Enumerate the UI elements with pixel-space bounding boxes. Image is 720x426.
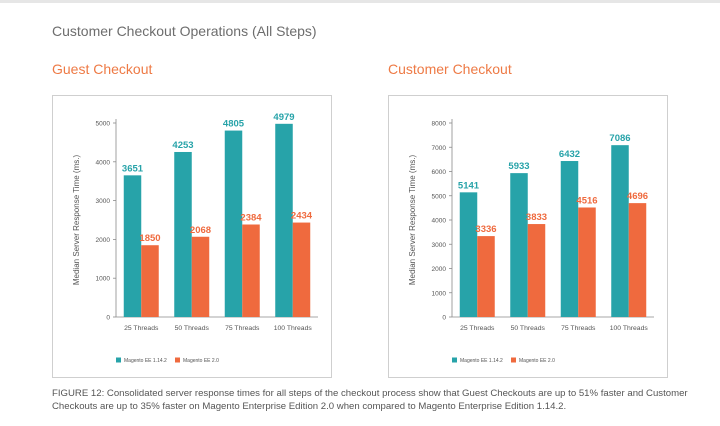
page-title: Customer Checkout Operations (All Steps) <box>52 23 317 39</box>
y-tick-label: 2000 <box>432 266 447 273</box>
bar-ee-1-14-2 <box>611 145 629 317</box>
bar-ee-2-0 <box>242 224 260 317</box>
y-tick-label: 0 <box>106 315 110 322</box>
legend-label: Magento EE 2.0 <box>183 358 219 364</box>
bar-ee-2-0 <box>578 207 596 317</box>
x-tick-label: 100 Threads <box>610 325 649 332</box>
data-label: 3651 <box>122 163 144 174</box>
y-tick-label: 5000 <box>96 121 111 128</box>
data-label: 4696 <box>627 191 648 202</box>
x-tick-label: 50 Threads <box>511 325 546 332</box>
legend-swatch <box>511 357 516 363</box>
bar-ee-1-14-2 <box>275 123 293 317</box>
y-tick-label: 4000 <box>96 159 111 166</box>
bar-ee-1-14-2 <box>174 151 192 317</box>
x-tick-label: 25 Threads <box>460 325 495 332</box>
bar-ee-2-0 <box>292 222 311 317</box>
data-label: 4979 <box>273 112 294 123</box>
customer-checkout-chart-svg: 0 1000 2000 3000 4000 5000 6000 7000 8000 Median … <box>408 119 654 364</box>
y-tick-label: 3000 <box>96 198 111 205</box>
data-label: 3833 <box>526 212 547 223</box>
y-tick-label: 1000 <box>96 276 111 283</box>
y-tick-label: 6000 <box>432 169 447 176</box>
data-label: 2068 <box>190 225 211 236</box>
bar-ee-2-0 <box>527 224 546 317</box>
y-axis-title: Median Server Response Time (ms.) <box>408 155 417 286</box>
legend-label: Magento EE 1.14.2 <box>124 358 167 364</box>
data-label: 7086 <box>609 133 630 144</box>
guest-checkout-chart-title: Guest Checkout <box>52 61 153 77</box>
bar-ee-1-14-2 <box>224 130 243 317</box>
bar-ee-2-0 <box>141 245 159 317</box>
data-label: 5141 <box>458 180 480 191</box>
data-label: 5933 <box>508 161 529 172</box>
data-label: 2434 <box>291 211 313 222</box>
x-tick-label: 75 Threads <box>561 325 596 332</box>
y-tick-label: 1000 <box>432 290 447 297</box>
y-tick-label: 4000 <box>432 218 447 225</box>
bar-ee-1-14-2 <box>560 161 579 317</box>
legend-swatch <box>452 357 457 363</box>
y-tick-label: 8000 <box>432 121 447 128</box>
top-divider <box>0 0 720 3</box>
bar-ee-1-14-2 <box>459 192 478 317</box>
data-label: 3336 <box>475 224 496 235</box>
x-tick-label: 75 Threads <box>225 325 260 332</box>
y-tick-label: 3000 <box>432 242 447 249</box>
bar-ee-2-0 <box>191 236 210 317</box>
data-label: 4253 <box>172 140 193 151</box>
x-tick-label: 50 Threads <box>175 325 210 332</box>
bar-ee-2-0 <box>477 236 495 317</box>
figure-caption: FIGURE 12: Consolidated server response … <box>52 388 688 412</box>
data-label: 4516 <box>576 195 597 206</box>
y-tick-label: 0 <box>442 315 446 322</box>
x-tick-label: 25 Threads <box>124 325 159 332</box>
data-label: 6432 <box>559 149 580 160</box>
y-tick-label: 5000 <box>432 193 447 200</box>
y-tick-label: 7000 <box>432 145 447 152</box>
legend-swatch <box>116 357 121 363</box>
customer-checkout-chart-title: Customer Checkout <box>388 61 512 77</box>
legend-swatch <box>175 357 180 363</box>
legend-label: Magento EE 2.0 <box>519 358 555 364</box>
guest-checkout-chart: 0 1000 2000 3000 4000 5000 Median Server Respo… <box>52 95 332 378</box>
bar-ee-1-14-2 <box>510 173 528 317</box>
data-label: 4805 <box>223 119 245 130</box>
legend-label: Magento EE 1.14.2 <box>460 358 503 364</box>
data-label: 1850 <box>139 233 160 244</box>
customer-checkout-chart: 0 1000 2000 3000 4000 5000 6000 7000 8000 Median … <box>388 95 668 378</box>
bar-ee-2-0 <box>628 203 647 317</box>
x-tick-label: 100 Threads <box>274 325 313 332</box>
y-tick-label: 2000 <box>96 237 111 244</box>
data-label: 2384 <box>240 213 262 224</box>
guest-checkout-chart-svg: 0 1000 2000 3000 4000 5000 Median Server Respo… <box>72 112 318 364</box>
bar-ee-1-14-2 <box>123 175 142 317</box>
y-axis-title: Median Server Response Time (ms.) <box>72 155 81 286</box>
